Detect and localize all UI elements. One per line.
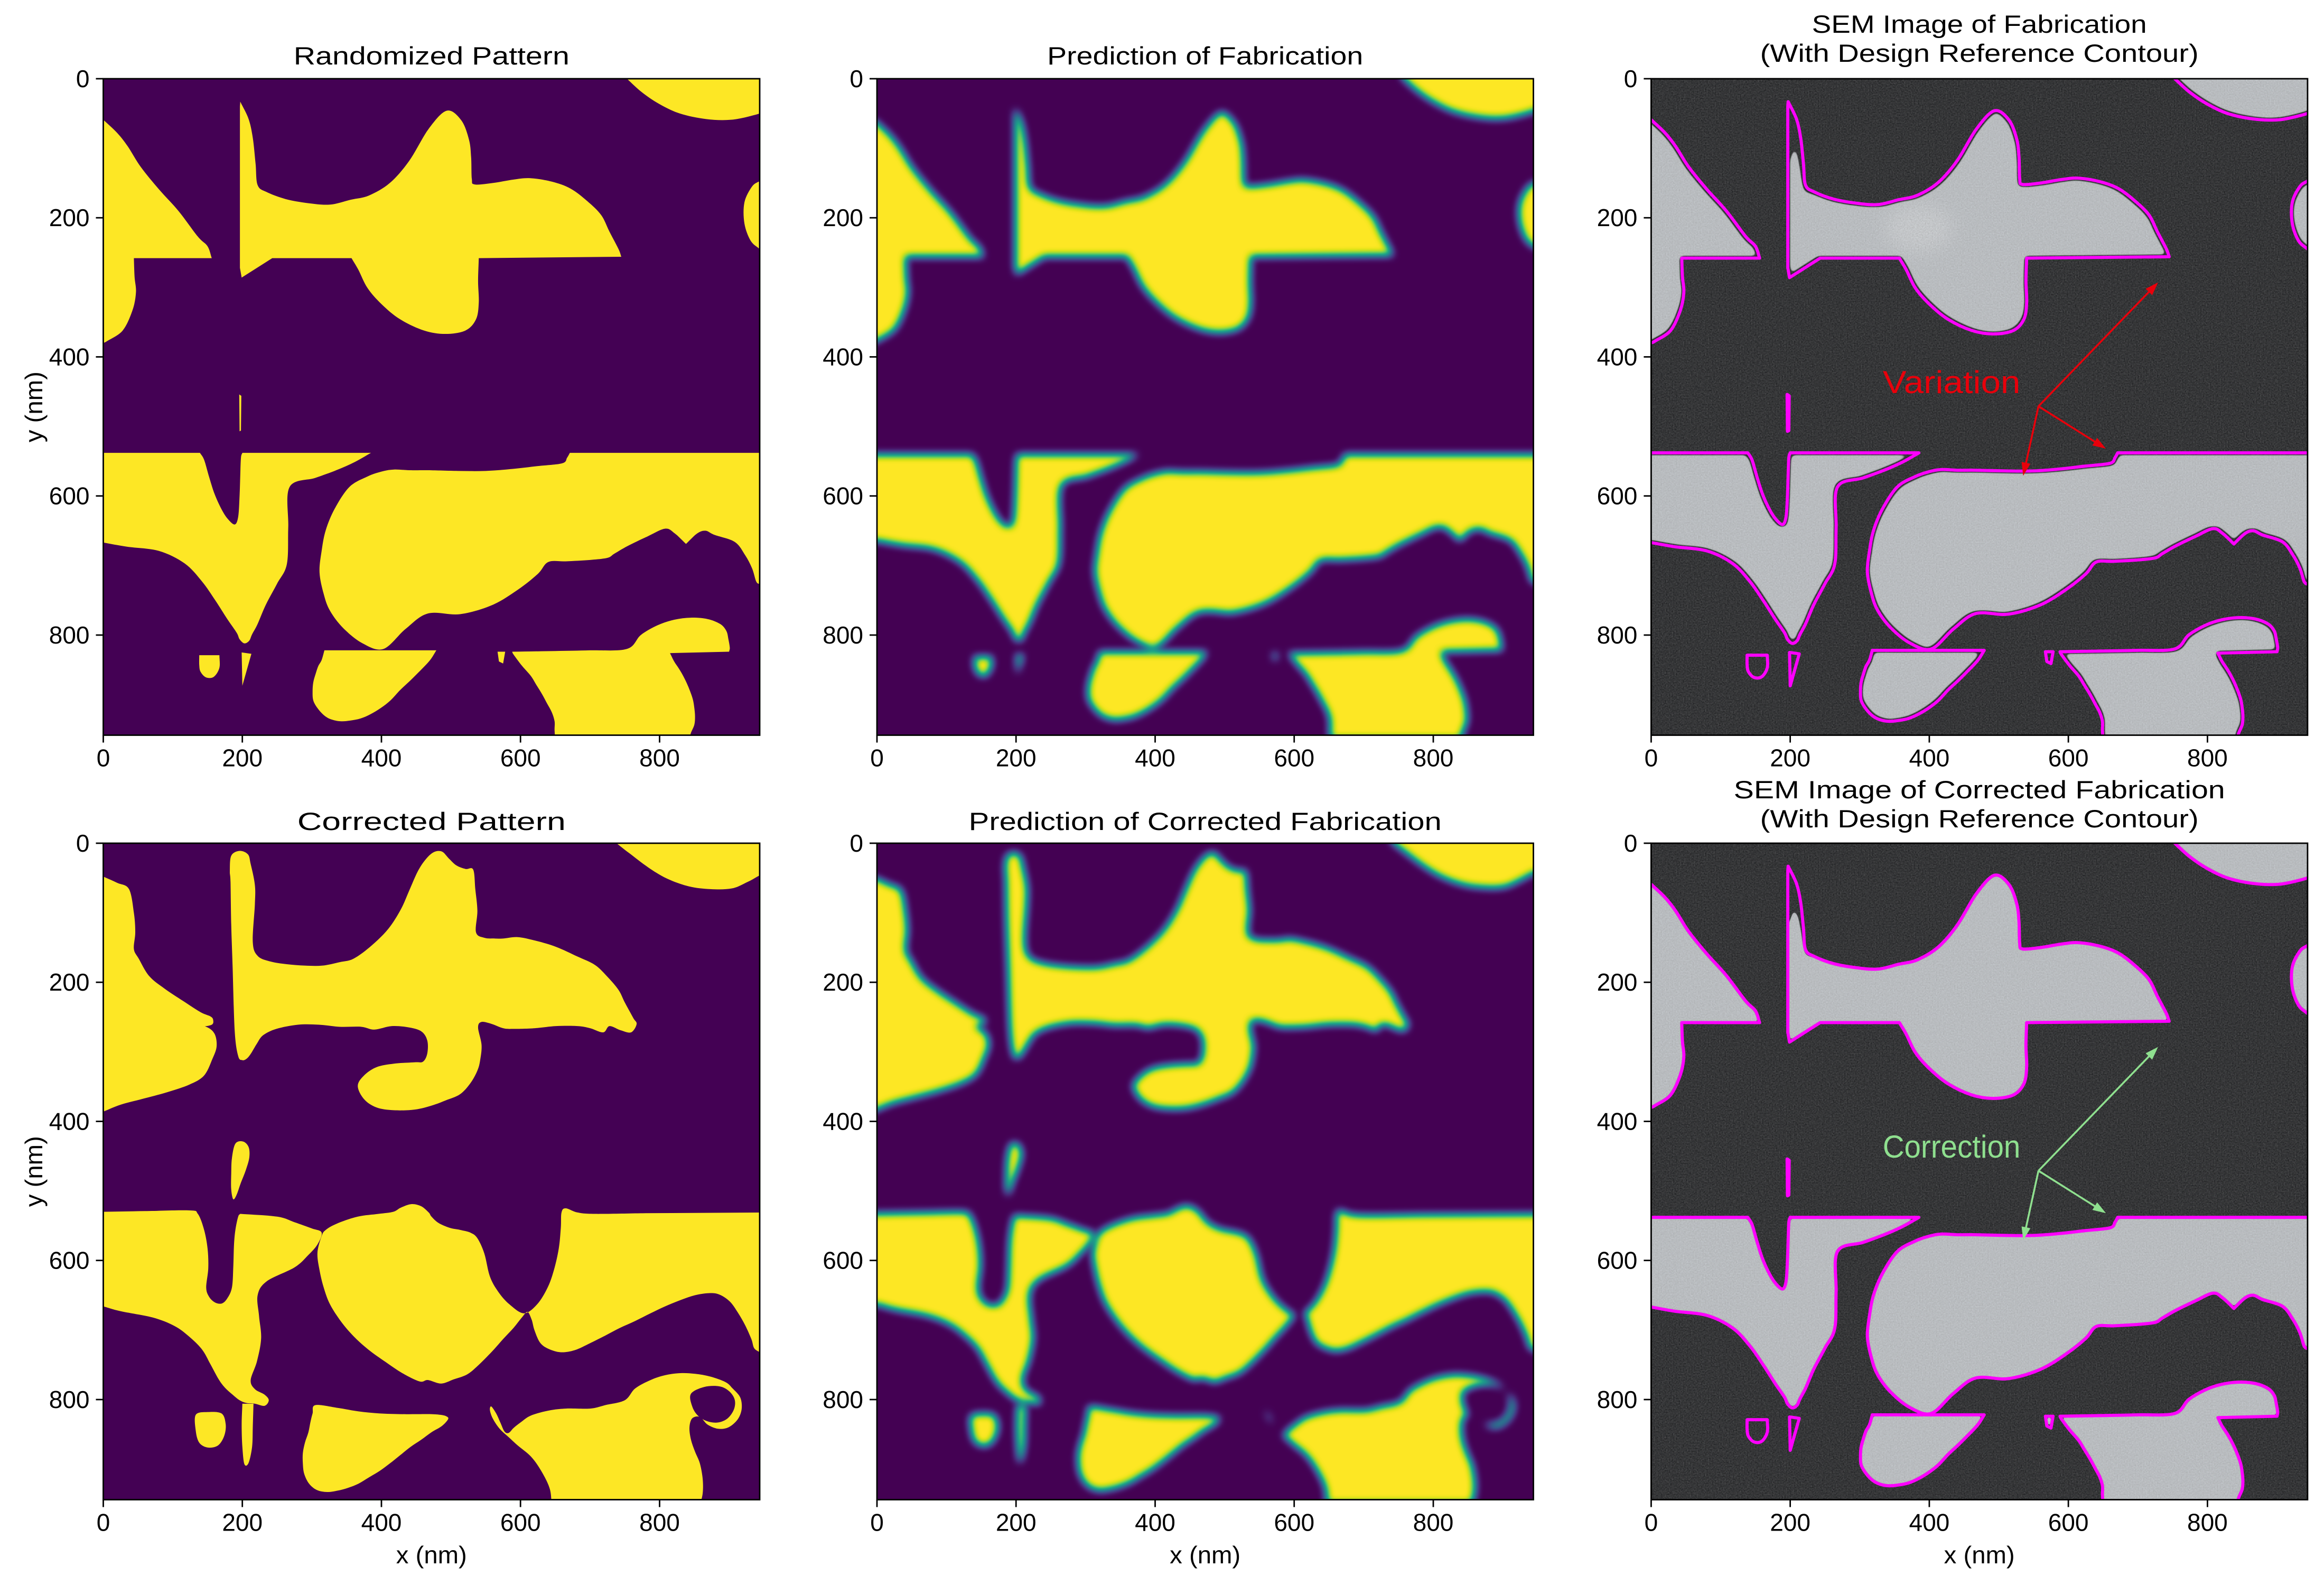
svg-text:0: 0	[1645, 744, 1658, 772]
svg-text:0: 0	[850, 829, 863, 857]
svg-text:y (nm): y (nm)	[20, 371, 48, 442]
svg-text:600: 600	[823, 482, 863, 510]
svg-text:600: 600	[1274, 744, 1314, 772]
svg-text:800: 800	[1597, 1386, 1638, 1413]
svg-text:800: 800	[2187, 744, 2228, 772]
svg-text:800: 800	[823, 621, 863, 649]
svg-text:800: 800	[49, 1386, 90, 1413]
svg-text:600: 600	[1597, 482, 1638, 510]
svg-text:600: 600	[823, 1247, 863, 1274]
svg-text:200: 200	[1770, 1509, 1810, 1536]
svg-text:0: 0	[76, 65, 90, 92]
svg-text:800: 800	[49, 621, 90, 649]
svg-text:Prediction of Fabrication: Prediction of Fabrication	[1047, 42, 1363, 70]
svg-text:400: 400	[1597, 1108, 1638, 1135]
svg-text:600: 600	[2048, 1509, 2089, 1536]
svg-text:400: 400	[1909, 1509, 1950, 1536]
svg-text:0: 0	[76, 829, 90, 857]
svg-text:200: 200	[222, 1509, 263, 1536]
svg-text:0: 0	[870, 744, 884, 772]
svg-text:400: 400	[361, 1509, 402, 1536]
svg-text:SEM Image of Fabrication: SEM Image of Fabrication	[1812, 10, 2147, 38]
svg-text:400: 400	[1135, 744, 1175, 772]
svg-text:400: 400	[361, 744, 402, 772]
svg-text:200: 200	[996, 1509, 1037, 1536]
svg-text:400: 400	[1909, 744, 1950, 772]
svg-text:600: 600	[500, 1509, 541, 1536]
svg-text:400: 400	[49, 343, 90, 371]
svg-text:(With Design Reference Contour: (With Design Reference Contour)	[1760, 39, 2199, 67]
svg-text:600: 600	[1597, 1247, 1638, 1274]
svg-text:x (nm): x (nm)	[396, 1541, 467, 1569]
svg-text:800: 800	[2187, 1509, 2228, 1536]
svg-text:600: 600	[49, 482, 90, 510]
svg-text:0: 0	[1624, 65, 1638, 92]
svg-text:200: 200	[1597, 204, 1638, 231]
svg-text:800: 800	[1413, 744, 1454, 772]
svg-text:(With Design Reference Contour: (With Design Reference Contour)	[1760, 805, 2199, 833]
svg-text:400: 400	[823, 1108, 863, 1135]
svg-text:0: 0	[1624, 829, 1638, 857]
svg-text:800: 800	[1597, 621, 1638, 649]
svg-text:y (nm): y (nm)	[20, 1136, 48, 1207]
svg-text:400: 400	[1597, 343, 1638, 371]
svg-text:800: 800	[639, 744, 680, 772]
svg-text:600: 600	[49, 1247, 90, 1274]
svg-text:400: 400	[823, 343, 863, 371]
svg-text:Prediction of Corrected Fabric: Prediction of Corrected Fabrication	[969, 807, 1442, 835]
svg-text:Randomized Pattern: Randomized Pattern	[294, 42, 570, 70]
svg-text:600: 600	[1274, 1509, 1314, 1536]
svg-text:200: 200	[823, 204, 863, 231]
svg-text:400: 400	[1135, 1509, 1175, 1536]
svg-text:0: 0	[97, 744, 110, 772]
svg-text:Correction: Correction	[1883, 1129, 2021, 1164]
svg-text:200: 200	[1770, 744, 1810, 772]
svg-text:800: 800	[823, 1386, 863, 1413]
svg-text:0: 0	[870, 1509, 884, 1536]
svg-text:SEM Image of Corrected Fabrica: SEM Image of Corrected Fabrication	[1734, 776, 2225, 804]
svg-text:600: 600	[2048, 744, 2089, 772]
svg-text:600: 600	[500, 744, 541, 772]
svg-text:800: 800	[639, 1509, 680, 1536]
svg-text:0: 0	[1645, 1509, 1658, 1536]
svg-text:200: 200	[823, 968, 863, 996]
svg-text:x (nm): x (nm)	[1944, 1541, 2015, 1569]
svg-text:x (nm): x (nm)	[1170, 1541, 1240, 1569]
svg-text:200: 200	[1597, 968, 1638, 996]
svg-text:200: 200	[49, 968, 90, 996]
svg-text:Variation: Variation	[1883, 364, 2021, 400]
svg-text:200: 200	[996, 744, 1037, 772]
svg-text:400: 400	[49, 1108, 90, 1135]
svg-text:Corrected Pattern: Corrected Pattern	[297, 807, 566, 835]
svg-text:0: 0	[850, 65, 863, 92]
svg-text:800: 800	[1413, 1509, 1454, 1536]
svg-text:0: 0	[97, 1509, 110, 1536]
svg-text:200: 200	[222, 744, 263, 772]
svg-text:200: 200	[49, 204, 90, 231]
